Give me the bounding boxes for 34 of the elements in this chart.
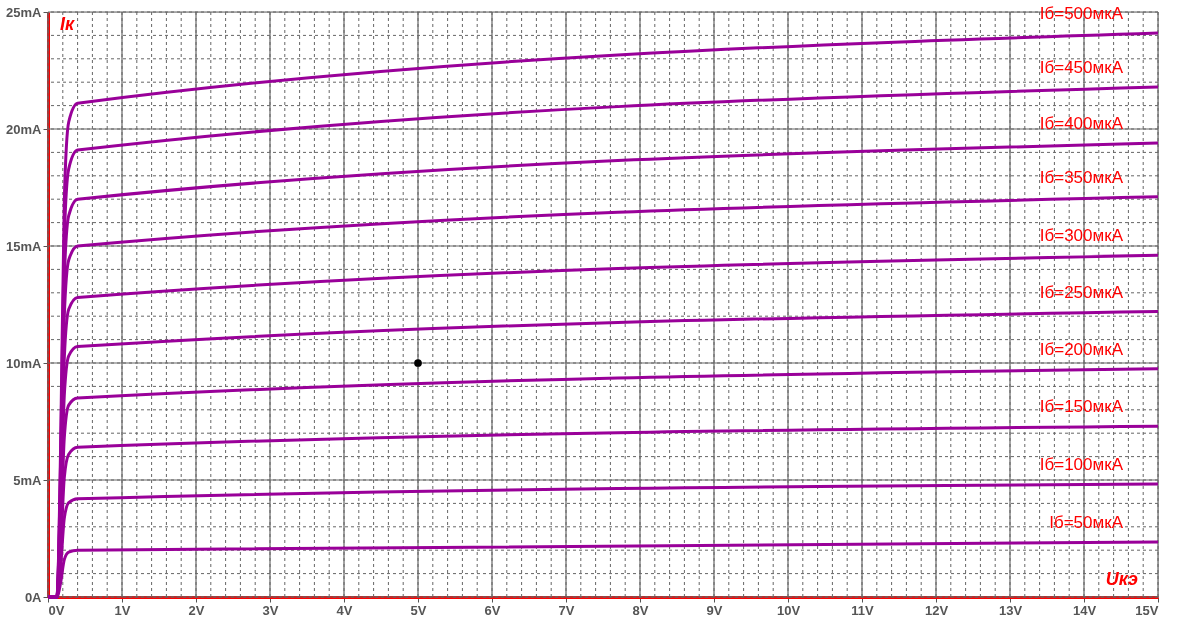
series-label: Iб=150мкА [1039, 397, 1124, 417]
x-tick-label: 8V [632, 602, 649, 618]
series-label: Iб=200мкА [1039, 339, 1124, 359]
x-tick-label: 12V [924, 602, 949, 618]
series-label: Iб=50мкА [1049, 513, 1124, 533]
series-label: Iб=100мкА [1039, 454, 1124, 474]
series-label: Iб=500мкА [1039, 4, 1124, 24]
x-tick-label: 9V [706, 602, 723, 618]
x-tick-label: 5V [410, 602, 427, 618]
x-tick-label: 6V [484, 602, 501, 618]
x-tick-label: 11V [851, 602, 875, 618]
x-tick-label: 7V [558, 602, 575, 618]
x-tick-label: 14V [1072, 602, 1097, 618]
series-label: Iб=450мкА [1039, 57, 1124, 77]
y-tick-label: 10mA [6, 355, 43, 371]
series-label: Iб=350мкА [1039, 167, 1124, 187]
series-label: Iб=300мкА [1039, 226, 1124, 246]
x-tick-label: 2V [188, 602, 205, 618]
y-tick-label: 0A [24, 589, 43, 605]
x-tick-label: 3V [262, 602, 279, 618]
series-label: Iб=400мкА [1039, 114, 1124, 134]
x-tick-label: 15V [1135, 602, 1159, 618]
series-label: Iб=250мкА [1039, 282, 1124, 302]
x-tick-label: 0V [48, 602, 65, 618]
x-axis-title: Uкэ [1105, 569, 1139, 589]
x-tick-label: 13V [998, 602, 1023, 618]
y-tick-label: 25mA [6, 4, 43, 20]
x-tick-label: 1V [114, 602, 131, 618]
x-tick-label: 4V [336, 602, 353, 618]
y-tick-label: 20mA [6, 121, 43, 137]
y-tick-label: 15mA [6, 238, 43, 254]
x-tick-label: 10V [776, 602, 801, 618]
y-tick-label: 5mA [13, 472, 43, 488]
y-axis-title: Iк [60, 14, 75, 34]
